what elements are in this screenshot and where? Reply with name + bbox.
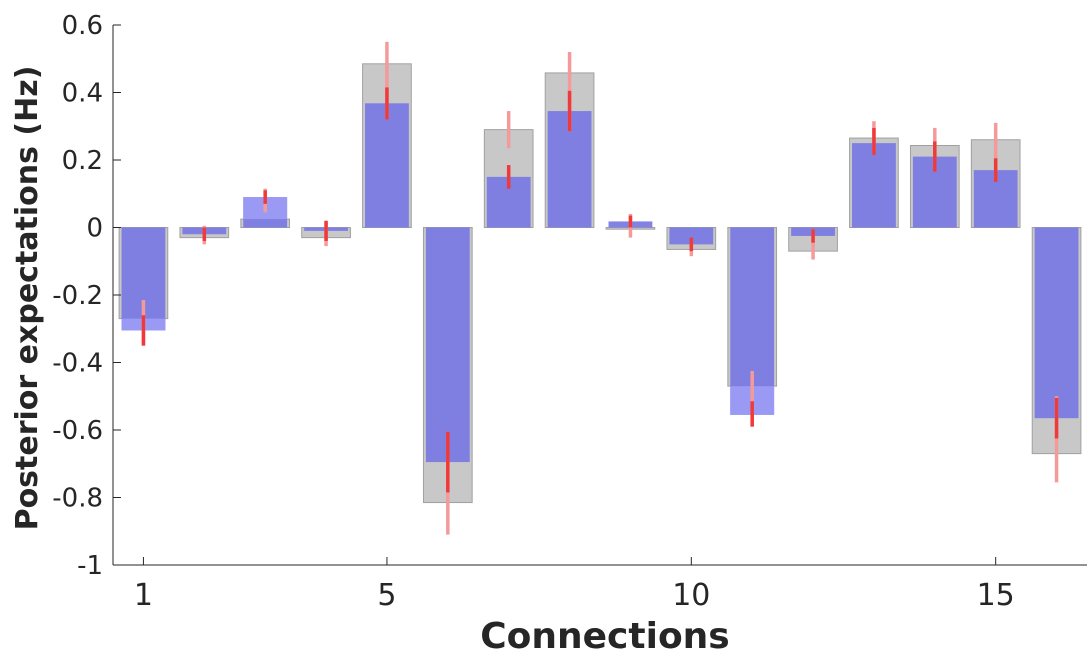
y-tick-label: -0.2	[52, 281, 103, 311]
y-tick-label: 0.6	[62, 11, 103, 41]
y-ticks: -1 -0.8 -0.6 -0.4 -0.2 0 0.2 0.4 0.6	[52, 11, 121, 581]
y-tick-label: -0.8	[52, 484, 103, 514]
blue-bar-16	[1034, 227, 1079, 419]
plot-area	[118, 41, 1082, 535]
y-tick-label: 0	[86, 214, 103, 244]
blue-bar-10	[669, 227, 714, 245]
x-ticks: 1 5 10 15	[134, 557, 1015, 613]
x-tick-label: 10	[672, 578, 710, 613]
x-axis-title: Connections	[480, 616, 730, 652]
x-tick-label: 15	[977, 578, 1015, 613]
y-tick-label: -0.6	[52, 416, 103, 446]
y-tick-label: -0.4	[52, 349, 103, 379]
x-tick-label: 5	[377, 578, 396, 613]
blue-bar-5	[365, 103, 409, 228]
blue-bar-6	[425, 227, 470, 463]
axes	[112, 25, 1087, 566]
y-axis-title: Posterior expectations (Hz)	[10, 66, 45, 531]
y-tick-label: 0.4	[62, 79, 103, 109]
y-tick-label: 0.2	[62, 146, 103, 176]
blue-bar-13	[852, 143, 896, 228]
x-tick-label: 1	[134, 578, 153, 613]
y-tick-label: -1	[77, 551, 103, 581]
